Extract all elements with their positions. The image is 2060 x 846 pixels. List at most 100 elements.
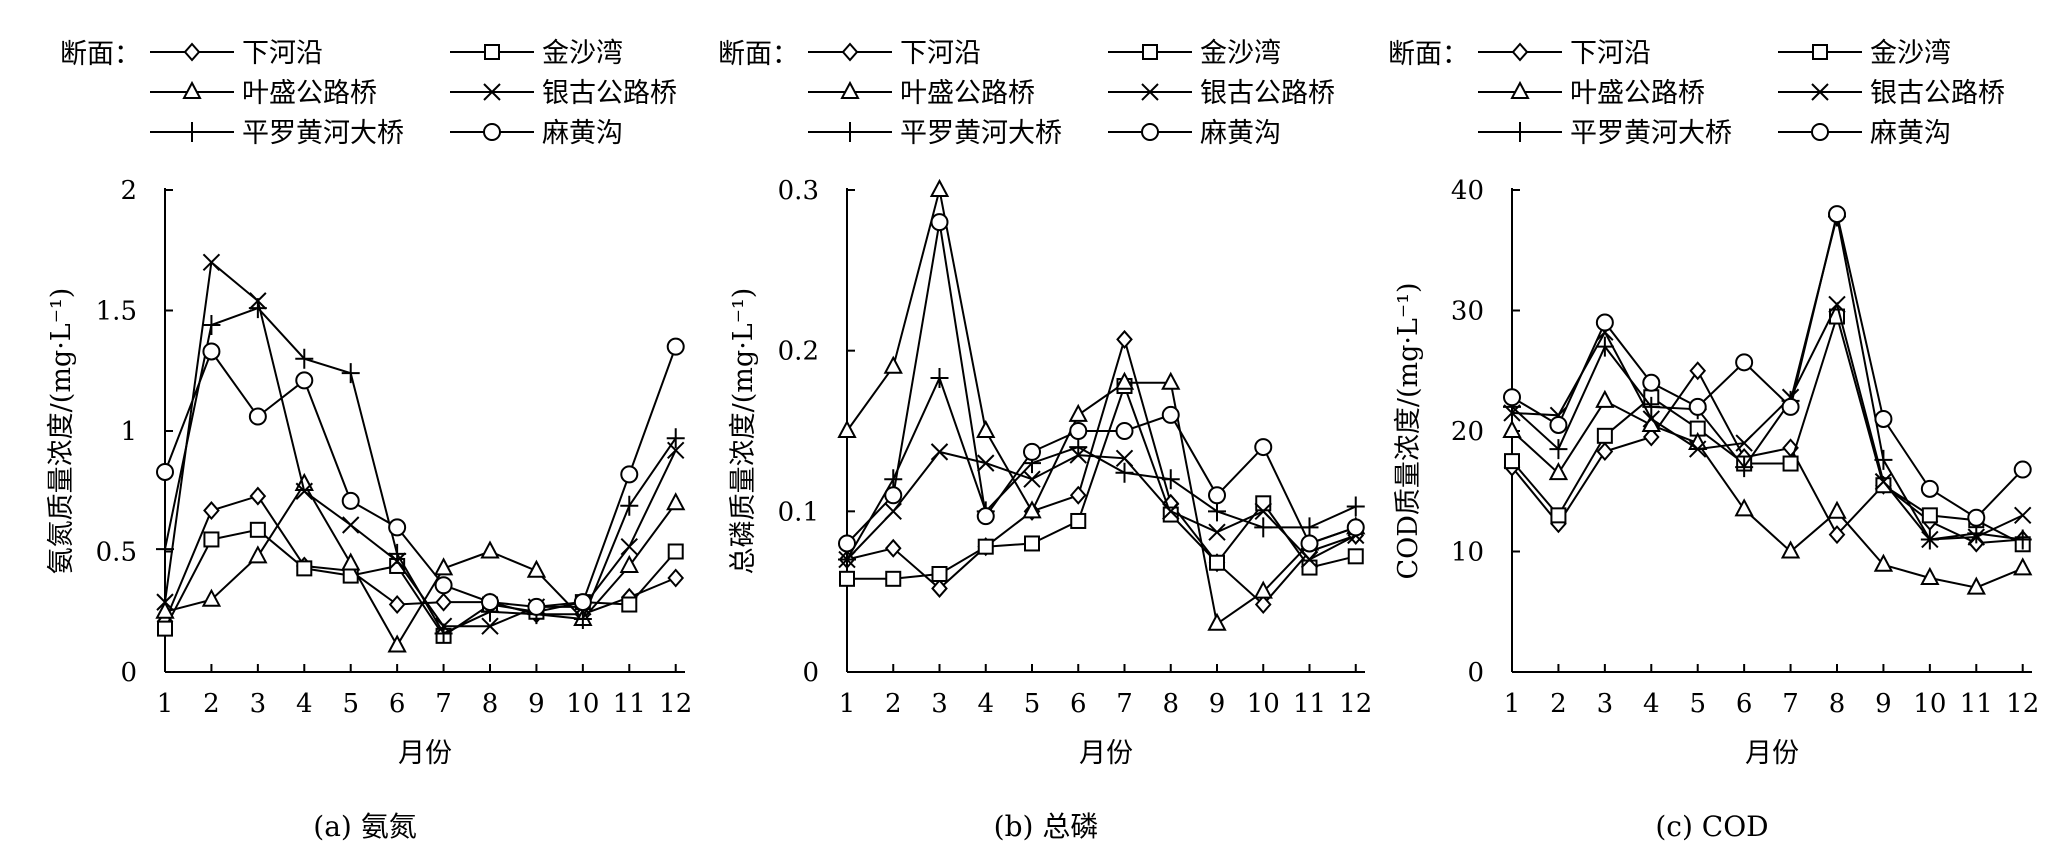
data-point-plus <box>202 314 221 335</box>
data-point-triangle <box>929 178 950 197</box>
series-6 <box>838 213 1365 553</box>
data-point-diamond <box>388 595 406 615</box>
data-point-circle <box>1920 479 1939 498</box>
panel-caption: (a) 氨氮 <box>313 810 416 843</box>
data-point-circle <box>930 213 949 232</box>
data-point-circle <box>1115 422 1134 440</box>
data-point-triangle <box>526 559 547 578</box>
diamond-marker-icon <box>183 42 201 62</box>
data-point-plus <box>1115 462 1134 483</box>
series-4 <box>1503 295 2032 549</box>
legend-prefix: 断面： <box>718 39 799 70</box>
data-point-circle <box>1642 373 1661 392</box>
data-point-plus <box>1874 449 1893 470</box>
legend-item-3: 叶盛公路桥 <box>150 78 377 109</box>
data-point-triangle <box>248 545 268 564</box>
x-tick-label: 2 <box>1550 689 1567 719</box>
data-point-plus <box>1920 529 1939 550</box>
series-line <box>1511 368 2023 545</box>
data-point-plus <box>1300 517 1319 538</box>
data-point-triangle <box>1114 371 1135 390</box>
data-point-triangle <box>666 492 686 511</box>
diamond-marker-icon <box>841 42 859 62</box>
data-point-triangle <box>883 355 903 374</box>
data-point-triangle <box>387 634 407 653</box>
x-tick-label: 2 <box>885 689 902 719</box>
data-point-diamond <box>249 486 267 506</box>
cross-marker-icon <box>1141 83 1159 101</box>
data-point-triangle <box>433 557 454 576</box>
data-point-diamond <box>884 538 902 558</box>
data-point-diamond <box>667 568 685 588</box>
data-point-plus <box>1069 437 1088 458</box>
legend-label: 麻黄沟 <box>1200 118 1281 149</box>
x-tick-label: 8 <box>482 689 499 719</box>
data-point-cross <box>1735 434 1753 452</box>
plus-marker-icon <box>841 122 859 142</box>
data-point-square <box>885 570 902 587</box>
data-point-triangle <box>1548 462 1569 481</box>
data-point-circle <box>1967 508 1986 527</box>
data-point-circle <box>1300 534 1319 553</box>
x-tick-label: 12 <box>1339 689 1372 719</box>
triangle-marker-icon <box>182 80 202 99</box>
x-tick-label: 11 <box>1960 689 1993 719</box>
data-point-circle <box>1069 422 1088 440</box>
data-point-plus <box>1549 439 1568 460</box>
data-point-plus <box>248 298 267 319</box>
triangle-marker-icon <box>1510 80 1530 99</box>
data-point-circle <box>341 491 360 510</box>
y-tick-label: 0.1 <box>778 497 819 527</box>
legend-label: 金沙湾 <box>542 38 623 69</box>
data-point-diamond <box>1689 361 1707 381</box>
data-point-circle <box>295 371 314 390</box>
data-point-square <box>839 570 855 587</box>
data-point-plus <box>156 539 174 560</box>
data-point-circle <box>1781 397 1800 416</box>
legend-item-6: 麻黄沟 <box>450 118 623 149</box>
data-point-circle <box>1208 486 1226 505</box>
y-tick-label: 0 <box>1467 658 1484 688</box>
panel-caption: (b) 总磷 <box>994 810 1099 843</box>
data-point-plus <box>1208 501 1226 522</box>
data-point-cross <box>1300 550 1319 569</box>
data-point-cross <box>1689 440 1707 458</box>
data-point-triangle <box>1068 403 1088 422</box>
data-point-cross <box>202 253 221 272</box>
data-point-circle <box>481 593 499 612</box>
data-point-plus <box>295 348 314 369</box>
legend-item-1: 下河沿 <box>150 38 323 69</box>
x-tick-label: 7 <box>1116 689 1133 719</box>
x-tick-label: 10 <box>566 689 599 719</box>
series-line <box>164 482 677 648</box>
y-axis-label: 氨氮质量浓度/(mg·L⁻¹) <box>46 288 77 575</box>
data-point-plus <box>2013 529 2032 550</box>
data-point-plus <box>1735 457 1754 478</box>
x-tick-label: 5 <box>342 689 359 719</box>
data-point-diamond <box>1828 525 1846 545</box>
data-point-square <box>1255 495 1272 512</box>
data-point-plus <box>1595 336 1614 357</box>
data-point-circle <box>434 576 453 595</box>
x-tick-label: 12 <box>659 689 692 719</box>
data-point-cross <box>884 502 902 521</box>
triangle-marker-icon <box>840 80 860 99</box>
x-tick-label: 3 <box>1597 689 1614 719</box>
x-tick-label: 11 <box>1293 689 1326 719</box>
data-point-circle <box>1828 205 1846 224</box>
data-point-cross <box>481 617 499 635</box>
data-point-circle <box>1254 438 1273 457</box>
legend-item-4: 银古公路桥 <box>1778 78 2005 109</box>
data-point-square <box>249 521 266 538</box>
data-point-plus <box>838 549 856 570</box>
legend-label: 平罗黄河大桥 <box>900 118 1062 149</box>
plus-marker-icon <box>183 122 201 142</box>
legend-label: 银古公路桥 <box>1200 78 1335 109</box>
data-point-cross <box>620 537 638 556</box>
legend-label: 金沙湾 <box>1200 38 1281 69</box>
series-line <box>846 221 1357 545</box>
legend-item-1: 下河沿 <box>1478 38 1651 69</box>
